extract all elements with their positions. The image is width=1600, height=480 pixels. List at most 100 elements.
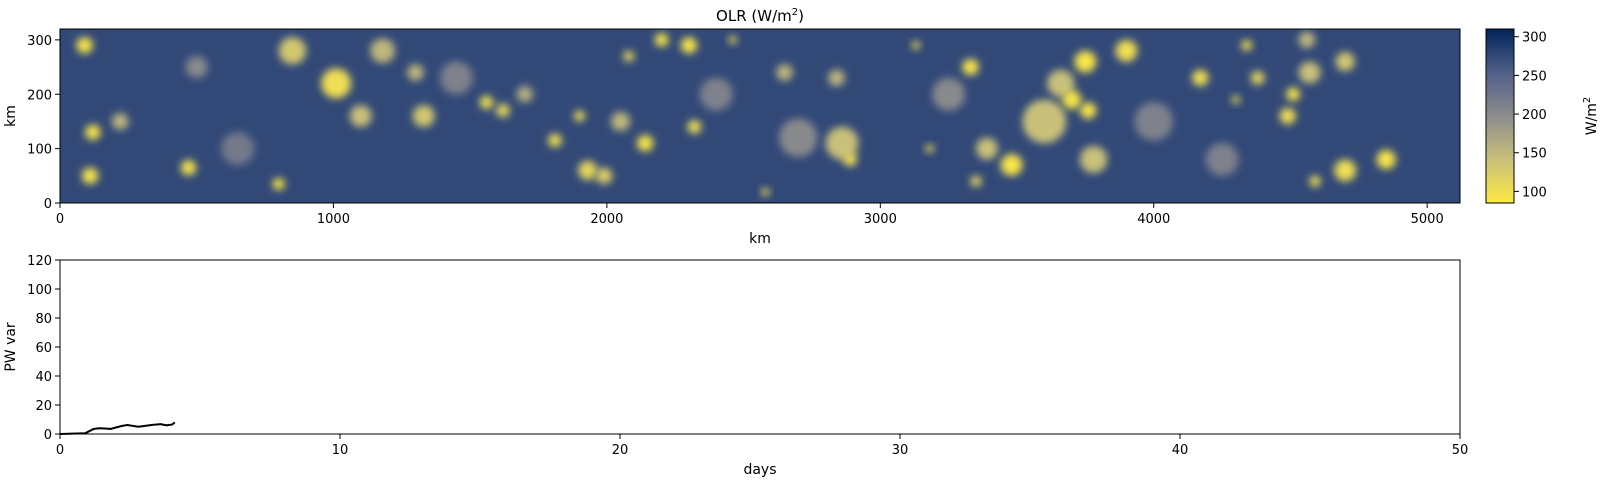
cloud-cell [1335, 52, 1355, 72]
y-tick-label: 120 [27, 254, 52, 269]
cloud-cell [185, 56, 208, 78]
cloud-cell [623, 50, 635, 62]
cloud-cell [932, 77, 966, 111]
cloud-cell [578, 160, 598, 180]
x-tick-label: 4000 [1137, 212, 1170, 227]
cloud-cell [440, 61, 473, 95]
cloud-cell [76, 37, 93, 54]
cloud-cell [81, 167, 99, 185]
cloud-cell [911, 41, 920, 50]
cloud-cell [1231, 95, 1240, 104]
cloud-cell [680, 37, 698, 54]
heatmap-x-ticks: 0 1000 2000 3000 4000 5000 [56, 203, 1444, 227]
pw-var-line [59, 421, 176, 435]
cloud-cell [779, 118, 818, 157]
heatmap-cells [76, 31, 1396, 197]
y-tick-label: 60 [35, 341, 52, 356]
cloud-cell [412, 105, 435, 127]
cloud-cell [595, 167, 613, 185]
y-tick-label: 80 [35, 312, 52, 327]
colorbar-tick-label: 100 [1522, 185, 1547, 200]
cloud-cell [1134, 102, 1173, 141]
colorbar-ticks: 100 150 200 250 300 [1514, 31, 1547, 200]
cloud-cell [1115, 39, 1138, 62]
cloud-cell [1309, 175, 1321, 187]
cloud-cell [1079, 102, 1097, 119]
colorbar-tick-label: 150 [1522, 147, 1547, 162]
cloud-cell [548, 133, 562, 148]
x-tick-label: 0 [56, 443, 64, 458]
cloud-cell [610, 111, 631, 132]
x-tick-label: 3000 [864, 212, 897, 227]
cloud-cell [962, 58, 979, 76]
pw-panel: 0 10 20 30 40 50 0 20 40 60 80 100 120 days PW var [3, 254, 1468, 478]
colorbar-tick-label: 200 [1522, 108, 1547, 123]
cloud-cell [654, 33, 669, 47]
cloud-cell [180, 160, 197, 176]
colorbar-label: W/m2 [1582, 97, 1600, 136]
heatmap-background [60, 29, 1460, 203]
y-tick-label: 100 [27, 143, 52, 158]
cloud-cell [1062, 90, 1082, 110]
line-x-label: days [743, 462, 776, 478]
y-tick-label: 40 [35, 370, 52, 385]
cloud-cell [828, 69, 845, 87]
cloud-cell [687, 120, 702, 134]
y-tick-label: 300 [27, 34, 52, 49]
x-tick-label: 40 [1172, 443, 1189, 458]
cloud-cell [728, 35, 737, 44]
y-tick-label: 0 [44, 428, 52, 443]
x-tick-label: 0 [56, 212, 64, 227]
cloud-cell [843, 152, 858, 167]
cloud-cell [776, 64, 793, 81]
cloud-cell [976, 137, 998, 160]
cloud-cell [1279, 107, 1296, 125]
x-tick-label: 20 [612, 443, 629, 458]
cloud-cell [699, 77, 733, 111]
line-y-ticks: 0 20 40 60 80 100 120 [27, 254, 60, 443]
cloud-cell [1250, 71, 1265, 85]
cloud-cell [1298, 31, 1316, 49]
x-tick-label: 2000 [590, 212, 623, 227]
cloud-cell [825, 126, 859, 160]
cloud-cell [1047, 69, 1075, 98]
y-tick-label: 20 [35, 399, 52, 414]
cloud-cell [574, 110, 585, 122]
colorbar: 100 150 200 250 300 W/m2 [1485, 28, 1600, 204]
heatmap-x-label: km [749, 231, 771, 247]
cloud-cell [636, 134, 654, 152]
cloud-cell [479, 95, 494, 110]
heatmap-frame [59, 28, 1461, 204]
cloud-cell [1334, 159, 1357, 182]
line-x-ticks: 0 10 20 30 40 50 [56, 434, 1468, 458]
cloud-cell [1241, 39, 1253, 51]
cloud-cell [1079, 145, 1108, 174]
heatmap-y-ticks: 0 100 200 300 [27, 34, 60, 212]
cloud-cell [321, 68, 352, 99]
colorbar-tick-label: 300 [1522, 31, 1547, 46]
cloud-cell [349, 105, 372, 127]
cloud-cell [111, 113, 129, 130]
olr-panel: OLR (W/m2) 0 1000 2000 3000 4000 5000 0 100 200… [3, 7, 1461, 247]
cloud-cell [407, 64, 424, 81]
cloud-cell [925, 144, 934, 153]
cloud-cell [1192, 69, 1209, 87]
x-tick-label: 1000 [317, 212, 350, 227]
cloud-cell [272, 177, 285, 190]
line-y-label: PW var [3, 322, 19, 372]
y-tick-label: 100 [27, 283, 52, 298]
colorbar-gradient [1485, 28, 1515, 204]
x-tick-label: 5000 [1411, 212, 1444, 227]
x-tick-label: 30 [892, 443, 909, 458]
cloud-cell [370, 38, 395, 64]
cloud-cell [1205, 143, 1239, 176]
cloud-cell [496, 103, 510, 118]
cloud-cell [221, 132, 255, 166]
line-plot-frame [59, 259, 1461, 435]
cloud-cell [1022, 99, 1067, 144]
cloud-cell [278, 37, 307, 65]
x-tick-label: 50 [1452, 443, 1469, 458]
cloud-cell [1074, 50, 1097, 73]
heatmap-y-label: km [3, 105, 19, 127]
